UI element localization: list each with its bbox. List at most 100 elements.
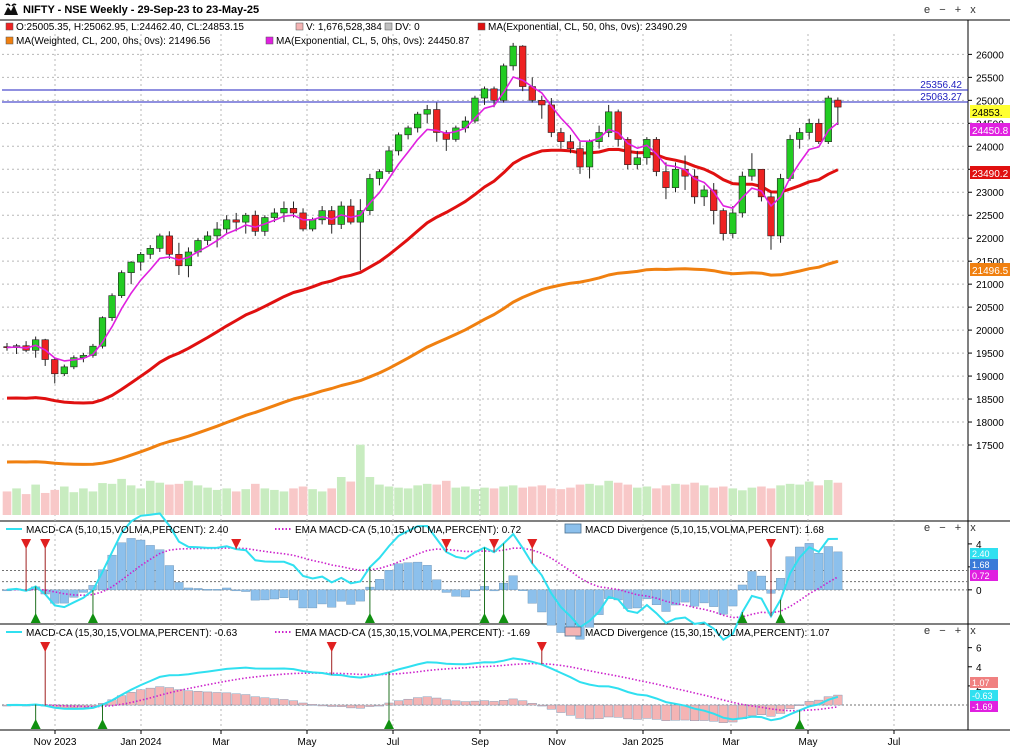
sell-arrow-icon[interactable] [326,642,337,652]
candle[interactable] [710,189,718,211]
candle[interactable] [471,97,479,122]
candle[interactable] [423,109,431,115]
candle[interactable] [767,196,775,237]
candle[interactable] [433,109,441,133]
sell-arrow-icon[interactable] [766,539,776,549]
buy-arrow-icon[interactable] [87,613,98,623]
edit-icon[interactable]: e [924,4,934,16]
candle[interactable] [280,208,288,214]
candle[interactable] [414,113,422,129]
maximize-icon[interactable]: + [954,4,965,16]
minimize-icon[interactable]: − [939,625,949,637]
main-panel-controls[interactable]: e − + x [924,4,979,16]
candle[interactable] [519,45,527,87]
candle[interactable] [614,111,622,140]
candle[interactable] [270,212,279,218]
sell-arrow-icon[interactable] [40,539,51,549]
candle[interactable] [499,65,508,101]
minimize-icon[interactable]: − [939,4,949,16]
candle[interactable] [442,132,450,140]
candle[interactable] [347,205,355,223]
sell-arrow-icon[interactable] [536,642,547,652]
candle[interactable] [824,97,832,142]
buy-arrow-icon[interactable] [30,719,41,729]
candle[interactable] [118,272,126,296]
maximize-icon[interactable]: + [954,625,965,637]
candle[interactable] [289,208,298,214]
candle[interactable] [232,219,240,223]
candle[interactable] [366,178,374,211]
candle[interactable] [165,235,173,255]
candle[interactable] [242,214,250,223]
close-icon[interactable]: x [970,522,979,534]
candle[interactable] [805,123,813,133]
sell-arrow-icon[interactable] [40,642,51,652]
candle[interactable] [834,99,842,108]
candle[interactable] [223,219,231,230]
candle[interactable] [127,261,135,273]
buy-arrow-icon[interactable] [498,613,509,623]
candle[interactable] [719,210,727,234]
sell-arrow-icon[interactable] [489,539,500,549]
candle[interactable] [146,248,154,255]
maximize-icon[interactable]: + [954,522,965,534]
candle[interactable] [643,139,651,159]
candle[interactable] [490,88,498,101]
candle[interactable] [251,214,259,232]
candle[interactable] [137,253,145,263]
buy-arrow-icon[interactable] [364,613,375,623]
edit-icon[interactable]: e [924,625,934,637]
candle[interactable] [662,171,670,188]
buy-arrow-icon[interactable] [775,613,786,623]
sell-arrow-icon[interactable] [21,539,32,549]
candle[interactable] [624,139,632,165]
buy-arrow-icon[interactable] [794,719,805,729]
candle[interactable] [318,210,326,221]
candle[interactable] [538,100,546,106]
buy-arrow-icon[interactable] [479,613,490,623]
candle[interactable] [156,235,164,249]
candle[interactable] [461,120,470,129]
candle[interactable] [452,127,460,140]
candle[interactable] [605,111,613,133]
buy-arrow-icon[interactable] [97,719,108,729]
candle[interactable] [184,251,193,267]
candle[interactable] [385,150,393,172]
candle[interactable] [480,88,489,99]
edit-icon[interactable]: e [924,522,934,534]
macd1-panel-controls[interactable]: e − + x [924,522,979,534]
candle[interactable] [595,132,603,142]
candle[interactable] [671,168,680,188]
candle[interactable] [690,175,699,198]
sell-arrow-icon[interactable] [527,539,538,549]
close-icon[interactable]: x [970,625,979,637]
candle[interactable] [700,189,708,198]
candle[interactable] [566,141,575,149]
candle[interactable] [308,219,317,230]
candle[interactable] [60,366,68,375]
candle[interactable] [796,132,804,140]
candle[interactable] [299,212,307,230]
candle[interactable] [203,235,212,241]
candle[interactable] [51,359,59,375]
candle[interactable] [576,148,584,168]
candle[interactable] [776,178,785,237]
candle[interactable] [375,171,384,179]
buy-arrow-icon[interactable] [384,719,394,729]
sell-arrow-icon[interactable] [231,539,242,549]
candle[interactable] [213,228,221,237]
sell-arrow-icon[interactable] [441,539,452,549]
candle[interactable] [652,139,660,172]
buy-arrow-icon[interactable] [30,613,41,623]
candle[interactable] [815,123,823,142]
candle[interactable] [509,45,517,67]
candle[interactable] [404,127,412,136]
candle[interactable] [748,168,756,177]
candle[interactable] [729,212,737,234]
candle[interactable] [98,317,107,347]
candle[interactable] [633,157,641,165]
candle[interactable] [70,357,78,368]
candle[interactable] [394,134,403,152]
minimize-icon[interactable]: − [939,522,949,534]
buy-arrow-icon[interactable] [737,613,748,623]
